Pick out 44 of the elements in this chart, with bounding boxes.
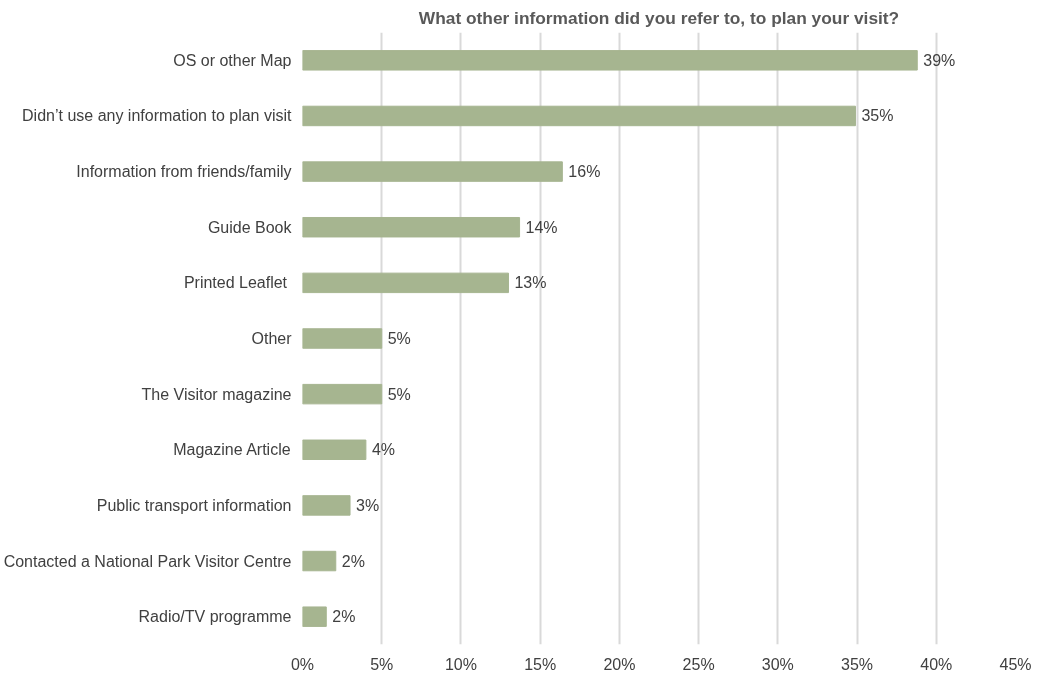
- y-tick-label: Radio/TV programme: [138, 608, 292, 626]
- y-tick-label: Magazine Article: [173, 441, 291, 459]
- data-label: 35%: [861, 107, 894, 125]
- data-label: 13%: [514, 274, 547, 292]
- bar: [302, 161, 563, 182]
- data-label: 3%: [356, 496, 380, 514]
- bar: [302, 606, 327, 627]
- x-tick-label: 15%: [524, 655, 557, 673]
- y-tick-label: Information from friends/family: [76, 163, 292, 181]
- data-label: 5%: [387, 330, 411, 347]
- data-label: 4%: [371, 441, 395, 459]
- y-tick-label: OS or other Map: [173, 51, 292, 69]
- x-tick-label: 45%: [999, 655, 1032, 673]
- y-tick-label: Contacted a National Park Visitor Centre: [3, 552, 292, 570]
- data-label: 5%: [387, 385, 411, 403]
- x-tick-label: 35%: [841, 655, 874, 673]
- bar: [302, 550, 337, 572]
- bar: [302, 272, 509, 294]
- bar: [302, 216, 521, 238]
- x-tick-label: 40%: [920, 655, 953, 673]
- data-label: 2%: [332, 608, 356, 626]
- chart-title: What other information did you refer to, to plan your visit?: [418, 7, 900, 28]
- x-tick-label: 25%: [682, 655, 715, 673]
- bar: [302, 105, 856, 127]
- bar: [302, 328, 383, 349]
- bar: [302, 439, 367, 461]
- x-tick-label: 20%: [603, 655, 636, 673]
- y-tick-label: The Visitor magazine: [141, 385, 292, 403]
- data-label: 14%: [525, 218, 558, 236]
- x-tick-label: 30%: [761, 655, 794, 673]
- y-tick-label: Guide Book: [207, 218, 293, 236]
- y-tick-label: Printed Leaflet: [183, 274, 288, 292]
- bar: [302, 383, 383, 405]
- y-tick-label: Other: [251, 330, 293, 347]
- x-tick-label: 0%: [290, 655, 315, 673]
- y-tick-label: Didn’t use any information to plan visit: [22, 107, 293, 125]
- data-label: 16%: [568, 163, 601, 181]
- x-tick-label: 10%: [444, 655, 477, 673]
- bar: [302, 50, 918, 71]
- x-tick-label: 5%: [370, 655, 394, 673]
- data-label: 2%: [341, 552, 365, 570]
- bar: [302, 495, 351, 516]
- y-tick-label: Public transport information: [96, 496, 292, 514]
- data-label: 39%: [923, 51, 956, 69]
